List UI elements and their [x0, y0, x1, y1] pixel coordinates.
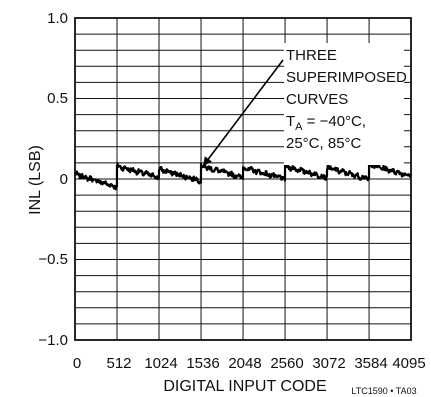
annotation-temp-line: TA = −40°C, — [286, 113, 366, 133]
temp-subscript: A — [295, 121, 303, 133]
annotation-arrow — [202, 59, 284, 167]
x-tick-label: 2560 — [270, 355, 303, 372]
x-tick-label: 3072 — [312, 355, 345, 372]
annotation-line: 25°C, 85°C — [286, 135, 362, 152]
annotation-arrowhead — [203, 156, 213, 167]
y-tick-label: −1.0 — [38, 332, 68, 349]
y-tick-label: 0.5 — [47, 90, 68, 107]
temp-symbol: T — [286, 113, 295, 130]
y-axis-label: INL (LSB) — [27, 145, 44, 215]
x-tick-label: 1536 — [186, 355, 219, 372]
y-tick-label: −0.5 — [38, 251, 68, 268]
plot-frame — [74, 17, 412, 341]
annotation-background — [284, 43, 404, 165]
annotation-line: SUPERIMPOSED — [286, 69, 407, 86]
x-tick-label: 2048 — [228, 355, 261, 372]
x-tick-label: 0 — [73, 355, 81, 372]
figure-id: LTC1590 • TA03 — [351, 386, 416, 396]
series-layer — [74, 161, 413, 191]
x-tick-label: 3584 — [354, 355, 387, 372]
x-tick-label: 512 — [106, 355, 131, 372]
annotation-line: CURVES — [286, 91, 348, 108]
temp-values: = −40°C, — [303, 113, 367, 130]
x-tick-label: 1024 — [144, 355, 177, 372]
inl-curve — [74, 161, 413, 191]
annotation: THREE SUPERIMPOSED CURVES TA = −40°C, 25… — [202, 43, 407, 167]
y-tick-label: 1.0 — [47, 10, 68, 27]
y-tick-label: 0 — [60, 171, 68, 188]
x-tick-label: 4095 — [392, 355, 425, 372]
annotation-line: THREE — [286, 47, 337, 64]
x-axis-label: DIGITAL INPUT CODE — [163, 378, 326, 395]
